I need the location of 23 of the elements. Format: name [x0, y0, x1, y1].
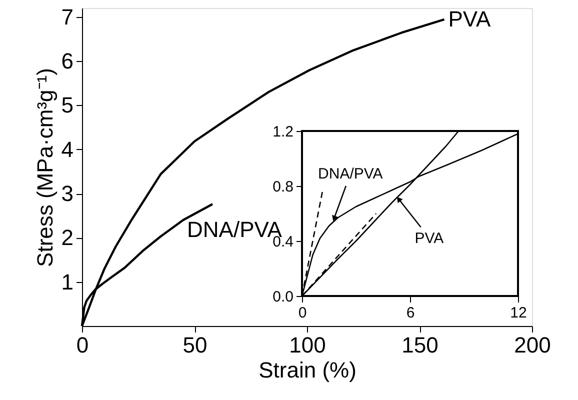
y-tick-label: 4 [61, 136, 74, 162]
y-tick-label: 7 [61, 4, 74, 30]
x-tick-label: 6 [406, 304, 415, 322]
y-tick-label: 6 [61, 48, 74, 74]
y-tick-label: 3 [61, 181, 74, 206]
x-tick-label: 12 [510, 304, 527, 322]
x-tick-label: 100 [289, 332, 326, 358]
series-label: PVA [448, 6, 491, 32]
x-tick-label: 150 [402, 332, 438, 358]
annotation: PVA [414, 230, 444, 247]
y-tick-label: 2 [61, 225, 74, 250]
x-tick-label: 200 [514, 332, 551, 358]
x-tick-label: 0 [298, 304, 307, 322]
x-tick-label: 0 [76, 332, 89, 358]
y-axis-title: Stress (MPa·cm³g⁻¹) [32, 68, 58, 267]
x-axis-title: Strain (%) [258, 358, 356, 382]
y-tick-label: 0.0 [272, 288, 294, 306]
y-tick-label: 1 [61, 269, 74, 294]
x-tick-label: 50 [182, 332, 208, 358]
y-tick-label: 1.2 [272, 124, 294, 140]
y-tick-label: 5 [61, 92, 74, 118]
annotation: DNA/PVA [318, 166, 383, 183]
y-tick-label: 0.8 [272, 178, 294, 196]
